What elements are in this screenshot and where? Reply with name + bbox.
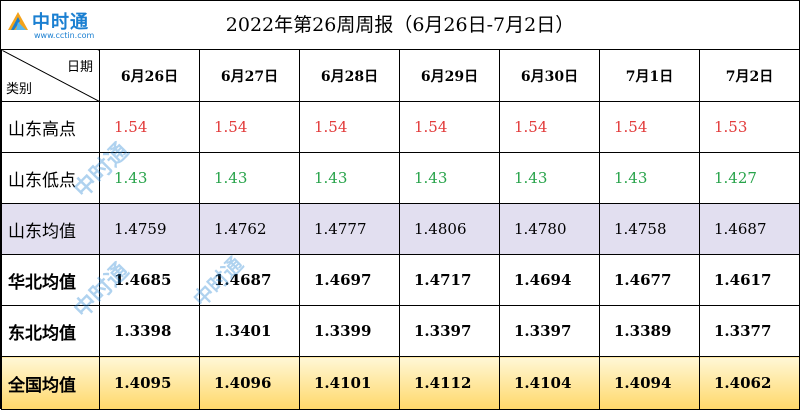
- table-row: 东北均值 1.3398 1.3401 1.3399 1.3397 1.3397 …: [1, 305, 800, 357]
- date-header: 6月30日: [499, 49, 600, 102]
- row-label: 全国均值: [1, 356, 100, 410]
- table-cell: 1.4104: [499, 356, 600, 410]
- row-label: 东北均值: [1, 305, 100, 357]
- header-row: 日期 类别 6月26日 6月27日 6月28日 6月29日 6月30日 7月1日…: [1, 49, 800, 102]
- row-label: 山东低点: [1, 152, 100, 204]
- table-cell: 1.43: [199, 152, 300, 204]
- table-cell: 1.54: [99, 101, 200, 153]
- table-row: 山东均值 1.4759 1.4762 1.4777 1.4806 1.4780 …: [1, 203, 800, 255]
- table-cell: 1.3399: [299, 305, 400, 357]
- table-cell: 1.4806: [399, 203, 500, 255]
- table-cell: 1.43: [99, 152, 200, 204]
- table-cell: 1.4687: [199, 254, 300, 306]
- table-cell: 1.43: [499, 152, 600, 204]
- table-cell: 1.4758: [599, 203, 700, 255]
- table-cell: 1.54: [499, 101, 600, 153]
- table-cell: 1.4697: [299, 254, 400, 306]
- table-cell: 1.4685: [99, 254, 200, 306]
- table-cell: 1.4101: [299, 356, 400, 410]
- price-table: 日期 类别 6月26日 6月27日 6月28日 6月29日 6月30日 7月1日…: [1, 49, 800, 410]
- logo-icon: [8, 12, 28, 30]
- table-cell: 1.4759: [99, 203, 200, 255]
- logo-url: www.cctin.com: [34, 31, 95, 40]
- table-cell: 1.4762: [199, 203, 300, 255]
- table-cell: 1.4094: [599, 356, 700, 410]
- table-cell: 1.3397: [499, 305, 600, 357]
- corner-header: 日期 类别: [1, 49, 100, 102]
- table-cell: 1.3397: [399, 305, 500, 357]
- row-label: 山东高点: [1, 101, 100, 153]
- table-row: 全国均值 1.4095 1.4096 1.4101 1.4112 1.4104 …: [1, 356, 800, 410]
- table-row: 山东低点 1.43 1.43 1.43 1.43 1.43 1.43 1.427: [1, 152, 800, 204]
- table-cell: 1.54: [299, 101, 400, 153]
- date-header: 7月1日: [599, 49, 700, 102]
- table-row: 山东高点 1.54 1.54 1.54 1.54 1.54 1.54 1.53: [1, 101, 800, 153]
- table-cell: 1.4777: [299, 203, 400, 255]
- table-cell: 1.43: [299, 152, 400, 204]
- table-cell: 1.53: [699, 101, 800, 153]
- table-cell: 1.4096: [199, 356, 300, 410]
- table-cell: 1.3401: [199, 305, 300, 357]
- table-cell: 1.43: [399, 152, 500, 204]
- table-cell: 1.4687: [699, 203, 800, 255]
- table-cell: 1.4780: [499, 203, 600, 255]
- table-cell: 1.3377: [699, 305, 800, 357]
- row-label: 华北均值: [1, 254, 100, 306]
- table-cell: 1.54: [599, 101, 700, 153]
- table-cell: 1.4694: [499, 254, 600, 306]
- table-cell: 1.4112: [399, 356, 500, 410]
- table-cell: 1.3389: [599, 305, 700, 357]
- table-cell: 1.4617: [699, 254, 800, 306]
- date-header: 6月28日: [299, 49, 400, 102]
- table-cell: 1.4095: [99, 356, 200, 410]
- date-axis-label: 日期: [66, 60, 93, 75]
- date-header: 6月27日: [199, 49, 300, 102]
- table-cell: 1.4677: [599, 254, 700, 306]
- logo-name: 中时通: [32, 12, 89, 33]
- table-cell: 1.54: [399, 101, 500, 153]
- date-header: 6月29日: [399, 49, 500, 102]
- report-title: 2022年第26周周报（6月26日-7月2日）: [225, 14, 575, 36]
- date-header: 7月2日: [699, 49, 800, 102]
- table-row: 华北均值 1.4685 1.4687 1.4697 1.4717 1.4694 …: [1, 254, 800, 306]
- cctin-logo: 中时通 www.cctin.com: [4, 4, 104, 44]
- table-cell: 1.43: [599, 152, 700, 204]
- table-cell: 1.3398: [99, 305, 200, 357]
- row-label: 山东均值: [1, 203, 100, 255]
- table-cell: 1.427: [699, 152, 800, 204]
- category-axis-label: 类别: [6, 82, 33, 97]
- table-cell: 1.54: [199, 101, 300, 153]
- table-cell: 1.4062: [699, 356, 800, 410]
- date-header: 6月26日: [99, 49, 200, 102]
- table-cell: 1.4717: [399, 254, 500, 306]
